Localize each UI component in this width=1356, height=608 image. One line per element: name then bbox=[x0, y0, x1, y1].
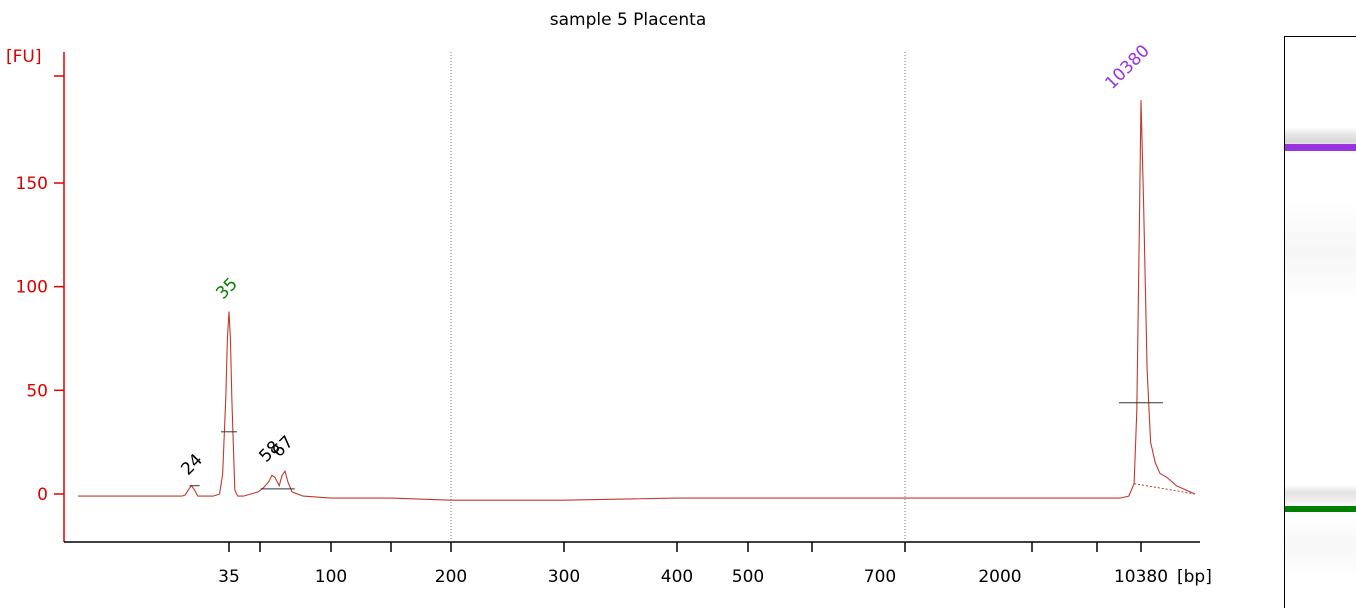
peak-annotations bbox=[189, 402, 1196, 495]
gel-halo-lower bbox=[1285, 485, 1356, 507]
series-line-0 bbox=[78, 100, 1196, 501]
x-tick-label-400: 400 bbox=[661, 567, 693, 587]
peak-label-24: 24 bbox=[177, 450, 206, 479]
y-tick-label-0: 0 bbox=[37, 485, 48, 505]
peak-10380-baseline bbox=[1134, 483, 1196, 495]
chart-title: sample 5 Placenta bbox=[550, 10, 707, 30]
x-tick-label-35: 35 bbox=[218, 567, 240, 587]
gel-halo-upper bbox=[1285, 127, 1356, 149]
y-tick-label-100: 100 bbox=[16, 278, 48, 298]
y-axis-label: [FU] bbox=[6, 47, 42, 67]
gel-haze-upper bbox=[1285, 202, 1356, 302]
y-tick-label-150: 150 bbox=[16, 174, 48, 194]
gel-image bbox=[1284, 36, 1356, 608]
x-tick-label-200: 200 bbox=[435, 567, 467, 587]
x-ticks: 35 100 200 300 400 500 700 2000 10380 bbox=[218, 542, 1168, 587]
peak-label-10380: 10380 bbox=[1101, 41, 1153, 93]
gel-haze-lower bbox=[1285, 517, 1356, 577]
peak-label-35: 35 bbox=[212, 274, 241, 303]
x-tick-label-100: 100 bbox=[315, 567, 347, 587]
x-tick-label-2000: 2000 bbox=[978, 567, 1021, 587]
gel-band-upper-marker bbox=[1285, 144, 1356, 151]
x-axis-unit-label: [bp] bbox=[1177, 567, 1212, 587]
y-ticks: 0 50 100 150 bbox=[16, 75, 64, 505]
x-tick-label-10380: 10380 bbox=[1114, 567, 1168, 587]
x-tick-label-300: 300 bbox=[548, 567, 580, 587]
gel-band-lower-marker bbox=[1285, 506, 1356, 512]
electropherogram-chart: sample 5 Placenta [FU] [bp] 0 50 100 150 35… bbox=[6, 10, 1212, 587]
series-group bbox=[78, 100, 1196, 501]
x-tick-label-500: 500 bbox=[732, 567, 764, 587]
x-tick-label-700: 700 bbox=[864, 567, 896, 587]
y-tick-label-50: 50 bbox=[26, 381, 48, 401]
